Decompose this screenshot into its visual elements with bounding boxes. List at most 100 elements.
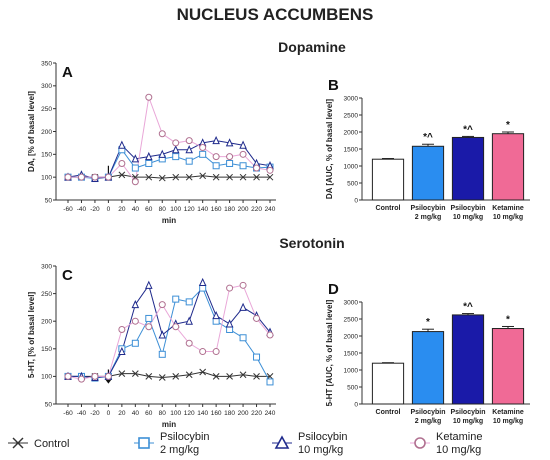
panel-c-point-psilo10 [198, 277, 207, 287]
panel-a-point-ketamine [212, 153, 220, 161]
panel-b-bar-control [371, 158, 405, 201]
panel-c-point-control-stroke2 [118, 370, 126, 377]
panel-a-point-control [226, 173, 233, 181]
panel-c-x-tick-label: 120 [184, 410, 195, 417]
panel-a-letter: A [62, 64, 73, 81]
panel-c-x-tick-label: 0 [107, 410, 111, 417]
panel-c-x-tick-label: 60 [145, 410, 153, 417]
panel-a-point-control-stroke2 [145, 173, 153, 181]
panel-a-point-psilo2 [145, 159, 153, 167]
panel-b-y-tick-label: 500 [347, 180, 358, 187]
panel-b-significance-ketamine: * [506, 120, 510, 131]
panel-a-point-psilo10 [212, 135, 220, 145]
panel-c-point-control [145, 373, 153, 380]
panel-c-x-tick-label: 100 [170, 410, 181, 417]
legend-marker-psilo2 [138, 437, 150, 449]
panel-c-point-psilo10 [145, 280, 153, 289]
panel-c-x-tick-label: 180 [224, 410, 235, 417]
panel-a-x-tick-label: 80 [159, 206, 167, 213]
panel-c-point-control [185, 371, 193, 379]
panel-a-point-psilo10 [171, 145, 180, 154]
panel-a-point-control [118, 171, 126, 179]
panel-a-point-control [185, 173, 193, 181]
panel-d-bar-psilo10 [451, 314, 485, 405]
panel-c-letter: C [62, 267, 73, 284]
panel-c-x-tick-label: 40 [132, 410, 140, 417]
panel-c-x-tick-label: 140 [197, 410, 208, 417]
panel-a-point-control-stroke2 [158, 174, 166, 182]
panel-c-point-psilo2 [266, 378, 274, 386]
panel-c-point-control-stroke2 [253, 373, 260, 380]
panel-a-point-control-stroke2 [199, 172, 207, 180]
panel-c-point-control-stroke2 [131, 370, 139, 377]
panel-a-x-axis-label: min [162, 216, 176, 225]
panel-a-point-control-stroke2 [253, 173, 260, 181]
panel-a-y-tick-label: 200 [41, 129, 52, 136]
panel-c-point-ketamine [266, 331, 274, 339]
panel-a-point-psilo10 [118, 140, 126, 149]
panel-c-point-control-stroke2 [212, 373, 220, 380]
panel-c-point-psilo10 [185, 316, 193, 325]
panel-c-series-line-ketamine [67, 284, 271, 380]
panel-a-point-psilo10 [131, 154, 140, 163]
panel-a-point-control [266, 173, 274, 181]
panel-a-x-tick-label: 20 [118, 206, 126, 213]
panel-c-point-control [266, 373, 274, 380]
panel-a-point-ketamine [266, 166, 274, 174]
panel-a-point-control-stroke2 [118, 171, 126, 179]
panel-a-point-psilo2 [212, 162, 220, 170]
panel-d-bar-psilo2 [411, 331, 445, 405]
panel-d-category-sublabel-psilo2: 2 mg/kg [415, 418, 441, 425]
panel-a-point-psilo10 [158, 149, 167, 158]
legend-label-psilo10: Psilocybin [298, 431, 348, 443]
panel-d-y-tick-label: 0 [354, 401, 358, 408]
panel-a-point-ketamine [104, 173, 112, 181]
panel-c-point-ketamine [199, 348, 207, 356]
panel-a-x-tick-label: -40 [77, 206, 87, 213]
panel-b-y-tick-label: 1500 [344, 146, 359, 153]
panel-d-significance-ketamine: * [506, 314, 510, 325]
panel-a-x-tick-label: 240 [265, 206, 276, 213]
panel-a-y-tick-label: 150 [41, 152, 52, 159]
panel-a-point-psilo2 [131, 164, 139, 172]
panel-c-point-ketamine [253, 314, 261, 322]
panel-c-point-ketamine [226, 284, 234, 292]
panel-a-point-psilo10 [225, 138, 234, 147]
legend-marker-control-b [12, 437, 24, 449]
panel-c-point-ketamine [91, 372, 99, 380]
panel-a-point-psilo10 [239, 140, 247, 149]
panel-a-point-psilo10 [185, 145, 193, 154]
panel-c-point-psilo10 [225, 319, 234, 328]
panel-c-x-tick-label: 200 [238, 410, 249, 417]
panel-c-point-control [199, 368, 207, 376]
panel-d-y-tick-label: 500 [347, 384, 358, 391]
panel-d-y-tick-label: 2000 [344, 333, 359, 340]
panel-c-y-tick-label: 200 [41, 319, 52, 326]
panel-b-y-tick-label: 1000 [344, 163, 359, 170]
panel-a-point-ketamine [64, 173, 72, 181]
panel-c-point-psilo10 [212, 310, 220, 320]
panel-c-point-control [172, 373, 180, 380]
legend-label-control: Control [34, 438, 69, 450]
panel-c-point-ketamine [172, 323, 180, 331]
panel-a-point-psilo2 [226, 159, 234, 167]
panel-c-y-axis-label: 5-HT, [% of basal level] [27, 292, 36, 379]
panel-b-y-tick-label: 0 [354, 197, 358, 204]
panel-b-category-label-ketamine: Ketamine [492, 205, 524, 212]
panel-a-y-axis-label: DA, [% of basal level] [27, 91, 36, 172]
panel-c-x-tick-label: 160 [211, 410, 222, 417]
panel-c-y-tick-label: 50 [45, 401, 53, 408]
panel-c-point-psilo10 [239, 302, 247, 311]
panel-a-point-ketamine [118, 159, 126, 167]
panel-a-x-tick-label: -60 [63, 206, 73, 213]
panel-d-y-tick-label: 3000 [344, 299, 359, 306]
panel-a-y-tick-label: 100 [41, 174, 52, 181]
panel-a-point-ketamine [91, 173, 99, 181]
panel-b-bar-ketamine [491, 133, 525, 201]
panel-a-point-ketamine [185, 137, 193, 145]
panel-c-point-psilo2 [158, 350, 166, 358]
